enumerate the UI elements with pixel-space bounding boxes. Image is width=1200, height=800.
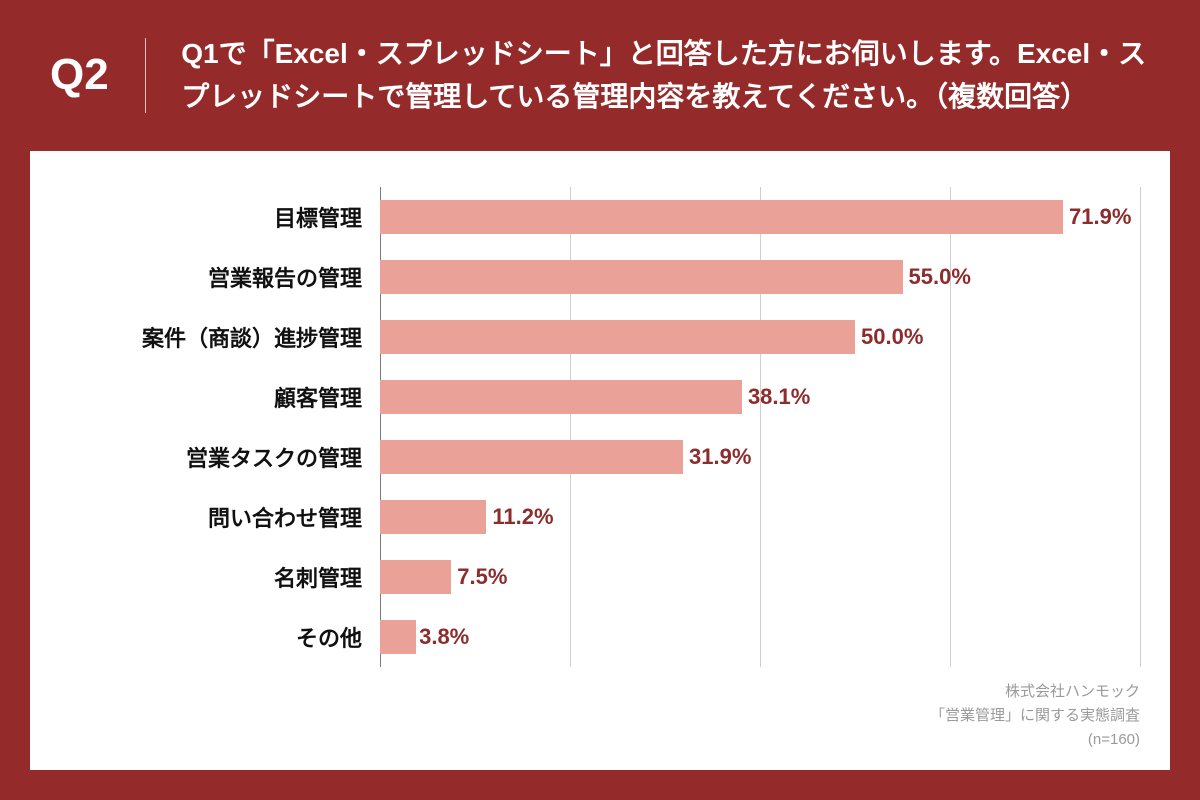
bar-track: 71.9% xyxy=(380,200,1140,234)
value-label: 38.1% xyxy=(748,384,810,410)
bar-track: 11.2% xyxy=(380,500,1140,534)
value-label: 71.9% xyxy=(1069,204,1131,230)
footer-survey-name: 「営業管理」に関する実態調査 xyxy=(930,704,1140,728)
value-label: 3.8% xyxy=(419,624,469,650)
category-label: 営業報告の管理 xyxy=(60,261,380,293)
bar-row: 3.8% xyxy=(380,607,1140,667)
bar-track: 7.5% xyxy=(380,560,1140,594)
bar xyxy=(380,380,742,414)
bar-track: 3.8% xyxy=(380,620,1140,654)
category-label: その他 xyxy=(60,621,380,653)
value-label: 11.2% xyxy=(492,504,553,530)
bar xyxy=(380,560,451,594)
value-label: 31.9% xyxy=(689,444,751,470)
bar-track: 31.9% xyxy=(380,440,1140,474)
category-row: 営業報告の管理 xyxy=(60,247,380,307)
chart-wrapper: 目標管理営業報告の管理案件（商談）進捗管理顧客管理営業タスクの管理問い合わせ管理… xyxy=(0,151,1200,800)
footer-company: 株式会社ハンモック xyxy=(930,680,1140,704)
bar-track: 55.0% xyxy=(380,260,1140,294)
bar xyxy=(380,500,486,534)
value-label: 50.0% xyxy=(861,324,923,350)
bars-column: 71.9% 55.0% 50.0% 38.1% 31.9% 11.2% 7.5% 3.8% xyxy=(380,187,1140,667)
category-label: 顧客管理 xyxy=(60,381,380,413)
category-label: 目標管理 xyxy=(60,201,380,233)
bar-row: 7.5% xyxy=(380,547,1140,607)
category-label: 名刺管理 xyxy=(60,561,380,593)
question-number: Q2 xyxy=(50,50,145,100)
gridline xyxy=(1140,187,1141,667)
category-row: 営業タスクの管理 xyxy=(60,427,380,487)
category-row: 目標管理 xyxy=(60,187,380,247)
bar xyxy=(380,320,855,354)
category-label: 案件（商談）進捗管理 xyxy=(60,321,380,353)
bar-row: 71.9% xyxy=(380,187,1140,247)
value-label: 55.0% xyxy=(909,264,971,290)
question-header: Q2 Q1で「Excel・スプレッドシート」と回答した方にお伺いします。Exce… xyxy=(0,0,1200,151)
category-row: 案件（商談）進捗管理 xyxy=(60,307,380,367)
chart-footer: 株式会社ハンモック 「営業管理」に関する実態調査 (n=160) xyxy=(930,680,1140,752)
bar-row: 50.0% xyxy=(380,307,1140,367)
category-row: 名刺管理 xyxy=(60,547,380,607)
category-row: 顧客管理 xyxy=(60,367,380,427)
category-label: 営業タスクの管理 xyxy=(60,441,380,473)
category-labels-column: 目標管理営業報告の管理案件（商談）進捗管理顧客管理営業タスクの管理問い合わせ管理… xyxy=(60,187,380,667)
page-container: Q2 Q1で「Excel・スプレッドシート」と回答した方にお伺いします。Exce… xyxy=(0,0,1200,800)
footer-sample-size: (n=160) xyxy=(930,728,1140,752)
bar xyxy=(380,260,903,294)
bar-row: 38.1% xyxy=(380,367,1140,427)
bar-track: 38.1% xyxy=(380,380,1140,414)
bar xyxy=(380,440,683,474)
category-label: 問い合わせ管理 xyxy=(60,501,380,533)
bar-row: 11.2% xyxy=(380,487,1140,547)
value-label: 7.5% xyxy=(457,564,507,590)
bar-row: 31.9% xyxy=(380,427,1140,487)
chart-area: 目標管理営業報告の管理案件（商談）進捗管理顧客管理営業タスクの管理問い合わせ管理… xyxy=(60,187,1140,667)
category-row: 問い合わせ管理 xyxy=(60,487,380,547)
bar-row: 55.0% xyxy=(380,247,1140,307)
bar xyxy=(380,200,1063,234)
bar xyxy=(380,620,416,654)
bar-track: 50.0% xyxy=(380,320,1140,354)
category-row: その他 xyxy=(60,607,380,667)
question-text: Q1で「Excel・スプレッドシート」と回答した方にお伺いします。Excel・ス… xyxy=(145,32,1150,119)
chart-card: 目標管理営業報告の管理案件（商談）進捗管理顧客管理営業タスクの管理問い合わせ管理… xyxy=(30,151,1170,770)
